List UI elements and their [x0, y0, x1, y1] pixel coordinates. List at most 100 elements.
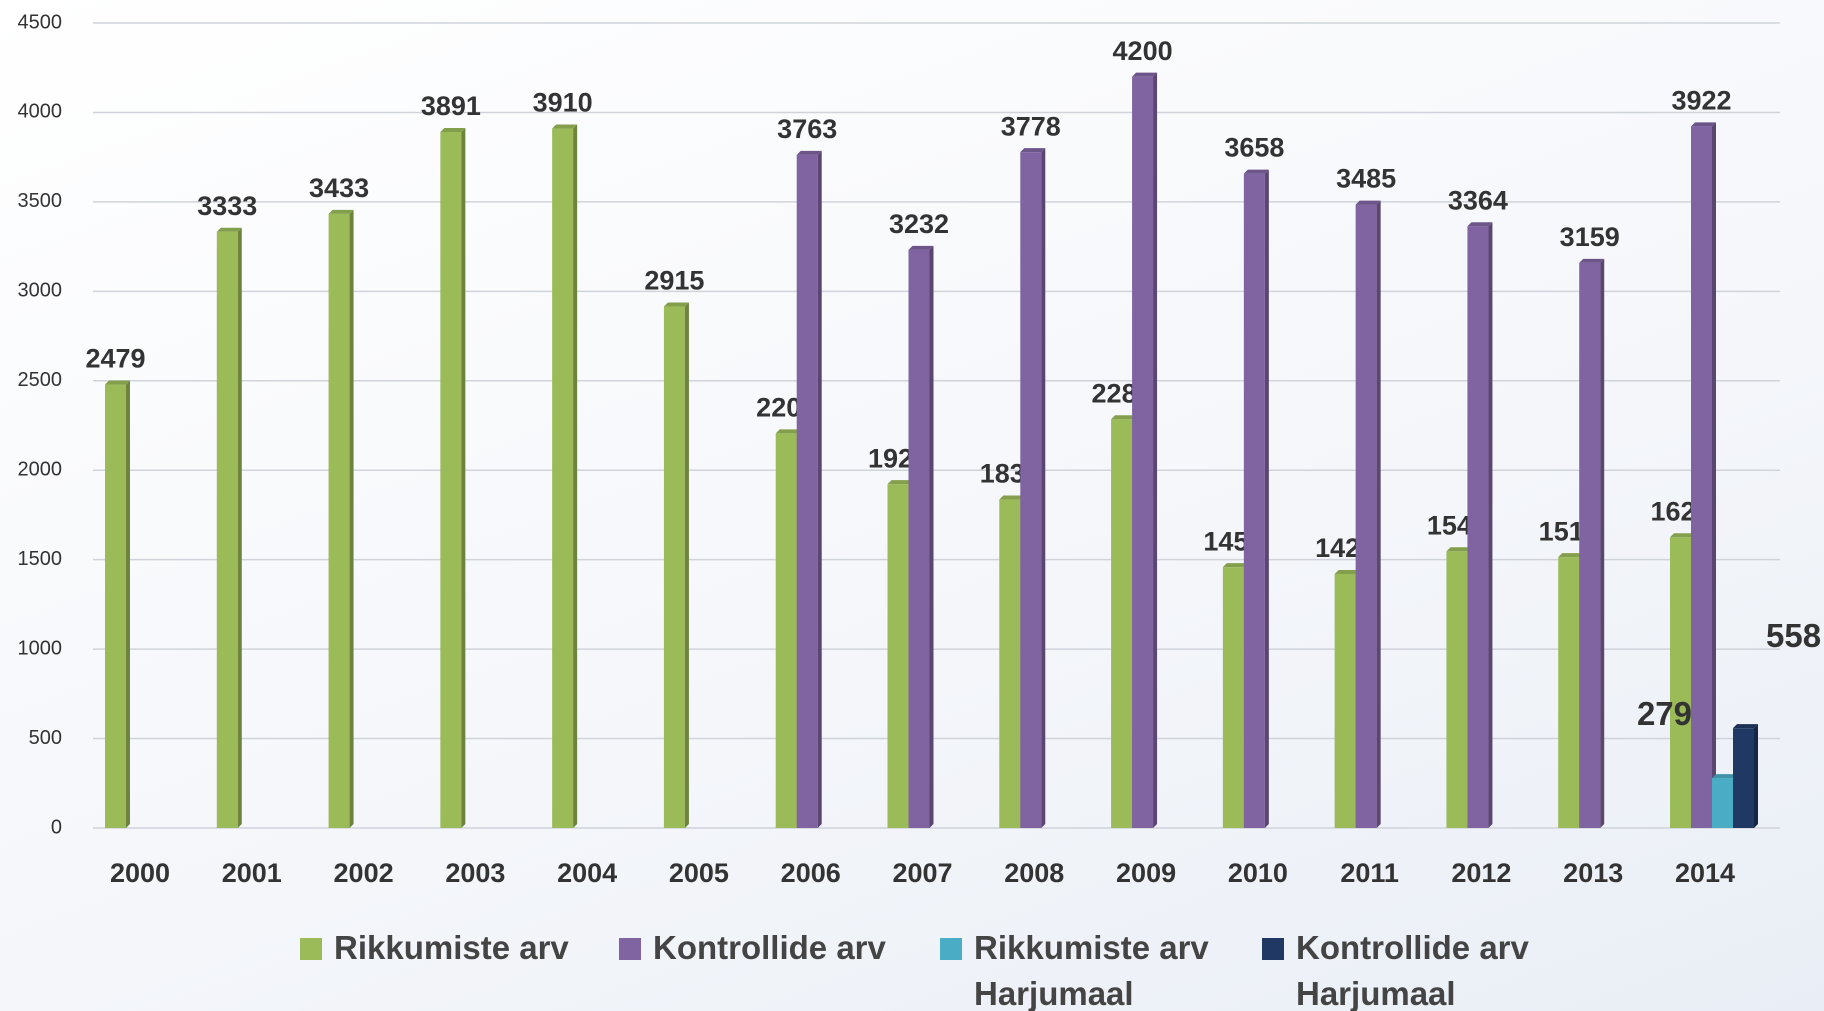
- value-label: 3658: [1224, 133, 1284, 163]
- bar-side: [461, 127, 466, 828]
- y-tick-label: 0: [51, 816, 62, 838]
- legend-item: Kontrollide arv: [619, 925, 919, 971]
- x-tick-label: 2000: [110, 858, 170, 888]
- bar-top: [663, 302, 689, 307]
- bar: [1467, 226, 1489, 828]
- bar-side: [1153, 72, 1158, 828]
- legend-swatch: [619, 938, 641, 960]
- x-tick-label: 2010: [1228, 858, 1288, 888]
- x-tick-label: 2001: [222, 858, 282, 888]
- value-label: 3159: [1560, 222, 1620, 252]
- x-tick-label: 2007: [892, 858, 952, 888]
- legend-swatch: [1262, 938, 1284, 960]
- bar: [216, 231, 238, 829]
- bar-top: [1132, 72, 1158, 77]
- bar-side: [1488, 222, 1493, 828]
- bar-top: [1579, 258, 1605, 263]
- x-tick-label: 2003: [445, 858, 505, 888]
- bar-side: [1754, 724, 1758, 828]
- value-label: 3763: [777, 114, 837, 144]
- bar: [552, 128, 574, 829]
- bar-top: [1446, 547, 1472, 552]
- bar: [1111, 419, 1133, 828]
- y-tick-label: 2500: [18, 369, 63, 391]
- x-tick-label: 2013: [1563, 858, 1623, 888]
- bar-top: [1355, 200, 1381, 205]
- x-tick-label: 2009: [1116, 858, 1176, 888]
- bar-top: [1691, 122, 1716, 127]
- value-label: 3922: [1671, 86, 1731, 116]
- y-tick-label: 3500: [18, 190, 63, 212]
- bar-side: [1376, 200, 1381, 829]
- y-tick-label: 3000: [18, 280, 63, 302]
- bar: [1733, 728, 1754, 828]
- bar: [1355, 204, 1377, 829]
- value-label: 4200: [1113, 36, 1173, 66]
- bar-side: [684, 302, 689, 828]
- legend-item: Kontrollide arv Harjumaal: [1262, 925, 1562, 1011]
- x-tick-label: 2005: [669, 858, 729, 888]
- value-label: 3910: [533, 88, 593, 118]
- bar: [1222, 567, 1244, 828]
- x-tick-label: 2004: [557, 858, 617, 888]
- bar: [1334, 573, 1356, 828]
- bar-top: [908, 245, 934, 250]
- x-tick-label: 2008: [1004, 858, 1064, 888]
- bar-top: [1733, 724, 1758, 729]
- value-label: 279: [1637, 695, 1692, 732]
- legend: Rikkumiste arv Kontrollide arv Rikkumiste …: [0, 925, 1824, 1011]
- legend-label: Rikkumiste arv: [334, 929, 569, 966]
- bar: [105, 384, 126, 828]
- bar-top: [1467, 222, 1493, 227]
- y-tick-label: 4000: [18, 101, 63, 123]
- bar-top: [1670, 533, 1695, 538]
- bar-top: [1111, 415, 1137, 420]
- bar: [1558, 557, 1580, 828]
- bar-top: [105, 380, 130, 385]
- value-label: 3891: [421, 91, 481, 121]
- bar-top: [1712, 774, 1737, 779]
- bar: [1691, 126, 1712, 829]
- bar-side: [349, 209, 354, 828]
- bar: [663, 306, 685, 828]
- value-label: 3485: [1336, 164, 1396, 194]
- bar: [440, 131, 462, 828]
- bar: [796, 154, 818, 828]
- bar-side: [126, 380, 130, 828]
- y-tick-label: 2000: [18, 459, 63, 481]
- legend-label: Kontrollide arv Harjumaal: [1296, 929, 1529, 1011]
- bar: [328, 213, 350, 828]
- bar-side: [1600, 258, 1605, 828]
- bar-top: [328, 209, 354, 214]
- value-label: 3232: [889, 209, 949, 239]
- bar-top: [552, 124, 578, 129]
- x-tick-label: 2014: [1675, 858, 1735, 888]
- bar-top: [1222, 563, 1248, 568]
- chart: 0 500 1000 1500 2000 2500 3000 3500 4000 4500 2000…: [18, 11, 1822, 888]
- y-tick-label: 1000: [18, 637, 63, 659]
- bar-side: [237, 227, 242, 829]
- bar: [1243, 173, 1265, 828]
- legend-item: Rikkumiste arv Harjumaal: [940, 925, 1240, 1011]
- bar: [1670, 537, 1691, 828]
- value-label: 2915: [644, 266, 704, 296]
- bar: [775, 433, 797, 828]
- bar-side: [573, 124, 578, 829]
- value-label: 3778: [1001, 111, 1061, 141]
- bar: [1579, 262, 1601, 828]
- bar-top: [1020, 148, 1046, 153]
- bar: [1132, 76, 1154, 828]
- legend-item: Rikkumiste arv: [300, 925, 600, 971]
- bar-top: [1558, 553, 1584, 558]
- bar: [1446, 551, 1468, 828]
- value-label: 558: [1766, 617, 1821, 654]
- bar: [999, 499, 1021, 828]
- y-tick-label: 1500: [18, 548, 63, 570]
- bar-side: [817, 150, 822, 828]
- bar-side: [1041, 148, 1046, 828]
- y-tick-label: 500: [29, 727, 62, 749]
- value-label: 3433: [309, 173, 369, 203]
- value-label: 3364: [1448, 185, 1508, 215]
- bar-side: [1712, 122, 1716, 829]
- bar-top: [1243, 169, 1269, 174]
